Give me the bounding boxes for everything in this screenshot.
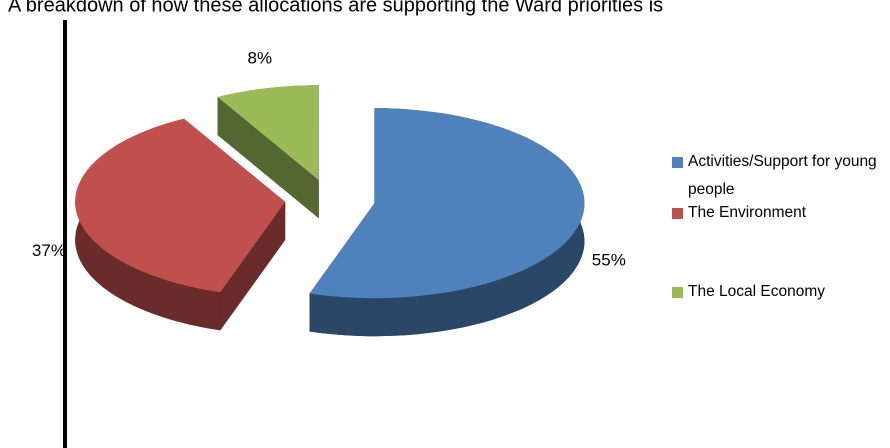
divider xyxy=(63,20,67,448)
pie-slice xyxy=(75,118,286,293)
pie-slice xyxy=(309,108,585,299)
data-label: 37% xyxy=(32,241,66,260)
pie-wall xyxy=(220,201,286,331)
legend-item: The Local Economy xyxy=(672,278,887,306)
pie-slice xyxy=(217,85,319,181)
legend-label: Activities/Support for young people xyxy=(688,153,877,198)
legend-swatch xyxy=(672,208,683,219)
legend-label: The Local Economy xyxy=(688,283,825,300)
legend-swatch xyxy=(672,157,683,168)
legend-swatch xyxy=(672,287,683,298)
data-label: 8% xyxy=(248,48,273,67)
legend-item: The Environment xyxy=(672,199,887,227)
legend-label: The Environment xyxy=(688,204,807,221)
legend-item: Activities/Support for young people xyxy=(672,148,887,204)
data-label: 55% xyxy=(592,250,626,269)
chart-title: A breakdown of how these allocations are… xyxy=(8,0,663,16)
